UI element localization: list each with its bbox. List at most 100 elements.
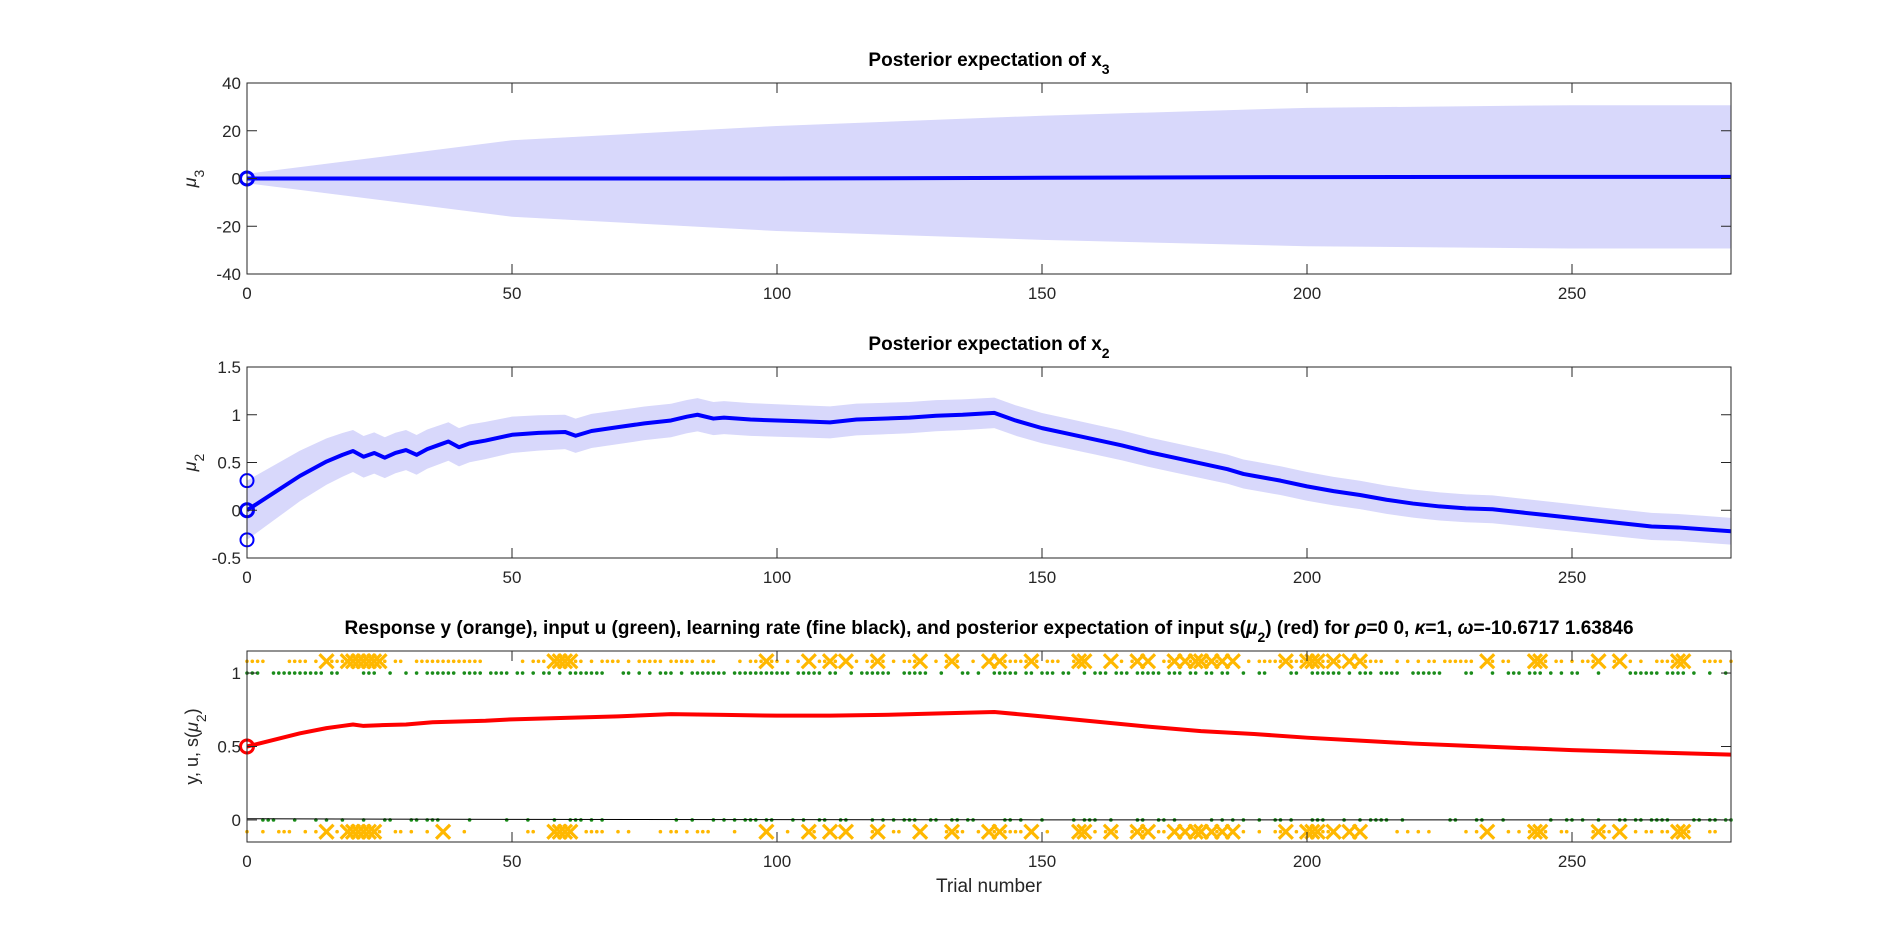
input-u-dot xyxy=(271,671,276,675)
response-dot xyxy=(902,659,906,664)
input-u-dot xyxy=(1024,671,1028,675)
response-cross xyxy=(1479,823,1496,840)
input-u-dot xyxy=(663,671,668,675)
input-u-dot xyxy=(1140,671,1145,675)
input-u-dot xyxy=(430,671,435,675)
response-cross xyxy=(821,823,839,840)
input-u-dot xyxy=(568,671,573,675)
response-cross xyxy=(1611,653,1628,670)
response-dot xyxy=(1432,659,1436,664)
input-u-dot xyxy=(960,671,965,675)
input-u-dot xyxy=(722,671,726,675)
plot-area xyxy=(247,397,1731,545)
response-cross xyxy=(1224,653,1241,670)
response-dot xyxy=(812,829,816,834)
response-cross xyxy=(1187,653,1204,670)
response-dot xyxy=(775,659,779,664)
input-u-dot xyxy=(1178,671,1182,675)
response-cross xyxy=(758,823,775,840)
input-u-dot xyxy=(1363,671,1368,675)
response-dot xyxy=(467,659,472,664)
response-dot xyxy=(451,659,456,664)
response-dot xyxy=(600,659,604,664)
response-dot xyxy=(536,659,541,664)
input-u-dot xyxy=(589,671,594,675)
input-u-dot xyxy=(1135,671,1140,675)
response-dot xyxy=(1506,829,1511,834)
response-dot xyxy=(1289,659,1293,664)
response-dot xyxy=(1660,829,1664,834)
input-u-dot xyxy=(303,671,308,675)
response-dot xyxy=(425,829,430,834)
x-tick-label: 100 xyxy=(763,568,791,587)
input-u-dot xyxy=(287,671,292,675)
x-tick-label: 150 xyxy=(1028,568,1056,587)
response-dot xyxy=(679,659,684,664)
input-u-dot xyxy=(626,671,631,675)
response-dot xyxy=(1649,829,1654,834)
response-dot xyxy=(462,659,467,664)
response-dot xyxy=(383,659,387,664)
response-dot xyxy=(732,829,737,834)
response-dot xyxy=(573,659,578,664)
y-tick-label: 0 xyxy=(232,501,241,520)
response-dot xyxy=(1368,659,1373,664)
response-dot xyxy=(907,659,912,664)
input-u-dot xyxy=(515,671,520,675)
y-tick-label: -0.5 xyxy=(212,549,241,568)
input-u-dot xyxy=(1511,671,1516,675)
response-dot xyxy=(1103,829,1108,834)
response-dot xyxy=(1660,659,1664,664)
input-u-dot xyxy=(1681,671,1686,675)
response-cross xyxy=(1675,823,1692,840)
response-dot xyxy=(637,659,641,664)
response-dot xyxy=(1464,659,1468,664)
input-u-dot xyxy=(1596,671,1601,675)
input-u-dot xyxy=(706,671,710,675)
input-u-dot xyxy=(732,671,737,675)
response-cross xyxy=(1351,653,1369,670)
input-u-dot xyxy=(314,671,318,675)
response-dot xyxy=(1591,659,1595,664)
response-cross xyxy=(943,823,961,840)
input-u-dot xyxy=(1151,671,1156,675)
response-dot xyxy=(1702,659,1707,664)
input-u-dot xyxy=(1464,671,1468,675)
input-u-dot xyxy=(1114,671,1118,675)
chart-title: Response y (orange), input u (green), le… xyxy=(344,618,1633,645)
input-u-dot xyxy=(1575,671,1580,675)
input-u-dot xyxy=(1665,671,1670,675)
response-dot xyxy=(738,659,742,664)
input-u-dot xyxy=(1670,671,1675,675)
response-dot xyxy=(1162,659,1166,664)
input-u-dot xyxy=(1395,671,1399,675)
y-tick-label: 1.5 xyxy=(217,358,241,377)
response-dot xyxy=(785,659,790,664)
input-u-dot xyxy=(467,671,472,675)
response-cross xyxy=(800,653,817,670)
input-u-dot xyxy=(478,671,483,675)
response-dot xyxy=(1003,829,1007,834)
response-dot xyxy=(1607,829,1611,834)
input-u-dot xyxy=(1321,671,1325,675)
input-u-dot xyxy=(1082,671,1087,675)
input-u-dot xyxy=(902,671,906,675)
input-u-dot xyxy=(1331,671,1336,675)
input-u-dot xyxy=(1708,671,1712,675)
response-dot xyxy=(685,659,689,664)
response-dot xyxy=(1639,659,1643,664)
x-axis-label: Trial number xyxy=(936,876,1043,897)
input-u-dot xyxy=(1167,671,1171,675)
response-dot xyxy=(690,659,694,664)
input-u-dot xyxy=(573,818,578,822)
input-u-dot xyxy=(807,671,811,675)
input-u-dot xyxy=(1326,671,1330,675)
response-dot xyxy=(1050,659,1055,664)
input-u-dot xyxy=(1045,671,1050,675)
input-u-dot xyxy=(1506,671,1511,675)
response-dot xyxy=(1453,659,1458,664)
response-cross xyxy=(1309,823,1326,840)
x-tick-label: 200 xyxy=(1293,852,1321,871)
response-dot xyxy=(1326,659,1330,664)
x-tick-label: 250 xyxy=(1558,284,1586,303)
